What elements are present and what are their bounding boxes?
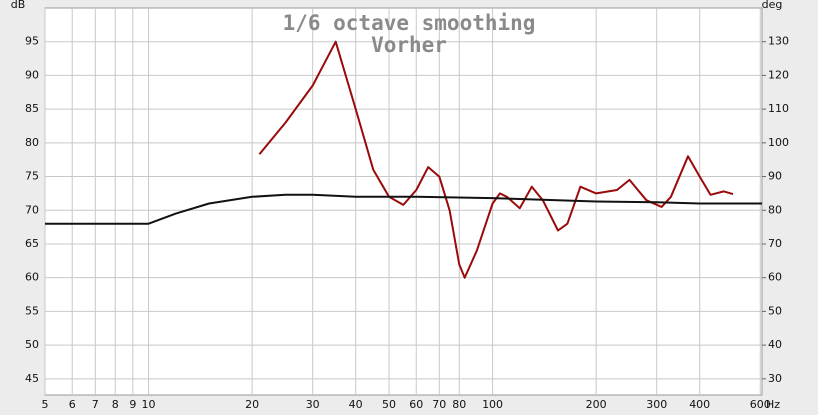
y-tick-label: 90: [25, 68, 39, 81]
x-tick-label: 50: [382, 398, 396, 411]
y-tick-label: 60: [25, 271, 39, 284]
y-tick-label: 65: [25, 237, 39, 250]
y2-tick-label: 30: [768, 372, 782, 385]
y-tick-label: 80: [25, 136, 39, 149]
x-tick-label: 20: [245, 398, 259, 411]
series-line: [258, 40, 734, 279]
y-tick-label: 75: [25, 170, 39, 183]
chart-subtitle: Vorher: [371, 33, 447, 57]
x-tick-label: 9: [129, 398, 136, 411]
y-tick-label: 70: [25, 203, 39, 216]
x-tick-label: 100: [482, 398, 503, 411]
x-tick-label: 8: [112, 398, 119, 411]
x-tick-label: 300: [646, 398, 667, 411]
x-tick-label: 60: [409, 398, 423, 411]
x-tick-label: 10: [142, 398, 156, 411]
y2-tick-label: 120: [768, 68, 789, 81]
x-tick-label: 40: [349, 398, 363, 411]
y2-tick-label: 130: [768, 35, 789, 48]
y-tick-label: 85: [25, 102, 39, 115]
series-line: [45, 193, 762, 225]
x-tick-label: 30: [306, 398, 320, 411]
y-tick-label: 50: [25, 338, 39, 351]
x-tick-label: 80: [452, 398, 466, 411]
y2-tick-label: 90: [768, 170, 782, 183]
x-tick-label: 5: [42, 398, 49, 411]
chart-title: 1/6 octave smoothing: [283, 11, 536, 35]
y-tick-label: 55: [25, 304, 39, 317]
y2-tick-label: 80: [768, 203, 782, 216]
x-tick-label: 70: [432, 398, 446, 411]
y-axis-label: dB: [11, 0, 26, 11]
y2-tick-label: 40: [768, 338, 782, 351]
x-tick-label: 600: [750, 398, 771, 411]
y2-tick-label: 100: [768, 136, 789, 149]
y-tick-label: 95: [25, 35, 39, 48]
x-tick-label: 400: [689, 398, 710, 411]
y2-tick-label: 60: [768, 271, 782, 284]
x-tick-label: 200: [586, 398, 607, 411]
y2-tick-label: 70: [768, 237, 782, 250]
x-axis-label: Hz: [766, 398, 780, 411]
x-tick-label: 7: [92, 398, 99, 411]
y2-tick-label: 110: [768, 102, 789, 115]
x-tick-label: 6: [69, 398, 76, 411]
y2-tick-label: 50: [768, 304, 782, 317]
y-tick-label: 45: [25, 372, 39, 385]
y2-axis-label: deg: [762, 0, 783, 11]
